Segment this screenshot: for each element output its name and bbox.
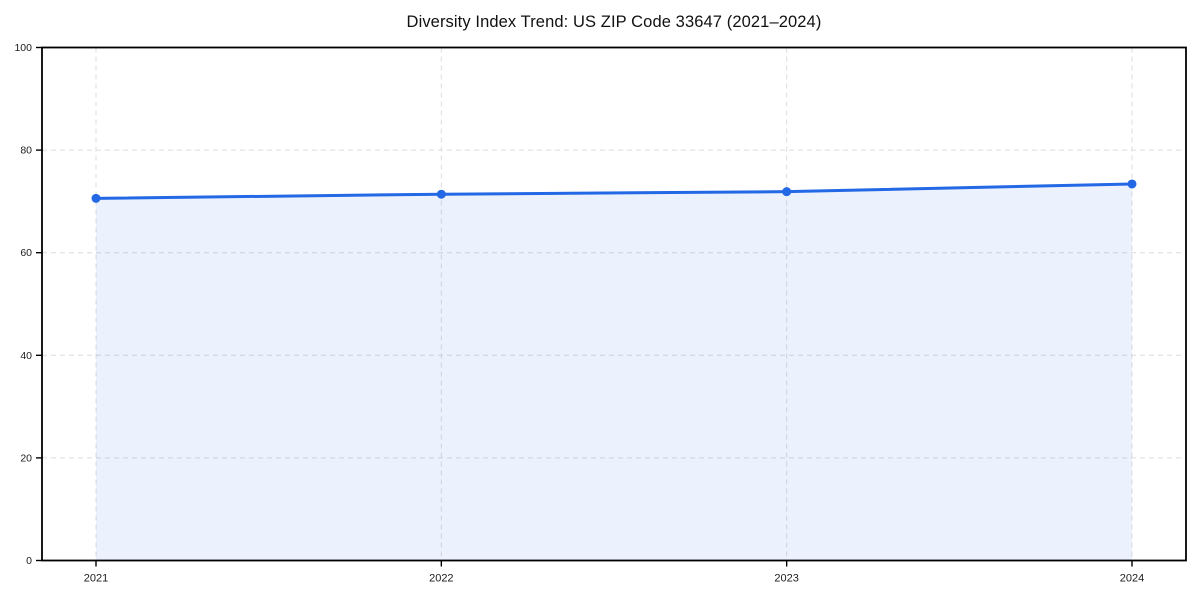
x-tick-label: 2021	[84, 573, 108, 585]
x-tick-label: 2023	[774, 573, 798, 585]
x-tick-label: 2024	[1120, 573, 1144, 585]
y-tick-label: 80	[20, 145, 32, 157]
data-point-2022	[436, 189, 446, 199]
plot-border	[41, 46, 1187, 562]
y-tick-label: 20	[20, 452, 32, 464]
y-tick-label: 0	[26, 555, 32, 567]
data-point-2023	[782, 187, 792, 197]
x-tick-label: 2022	[429, 573, 453, 585]
chart-title: Diversity Index Trend: US ZIP Code 33647…	[406, 13, 822, 31]
y-tick-label: 60	[20, 247, 32, 259]
trend-line	[94, 182, 1134, 200]
data-point-2024	[1127, 179, 1137, 189]
data-point-2021	[91, 193, 101, 203]
y-tick-label: 100	[14, 42, 32, 54]
y-tick-label: 40	[20, 350, 32, 362]
area-fill	[95, 183, 1133, 561]
